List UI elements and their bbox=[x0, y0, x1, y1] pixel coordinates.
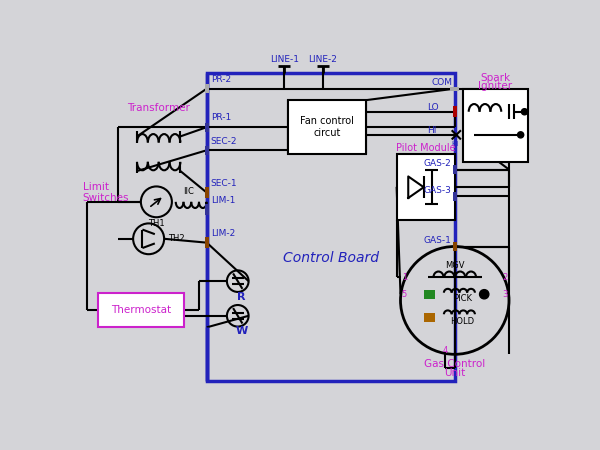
Bar bbox=[424, 290, 434, 299]
Bar bbox=[397, 154, 455, 220]
Circle shape bbox=[521, 108, 527, 115]
Bar bbox=[205, 237, 209, 248]
Text: Spark: Spark bbox=[481, 73, 511, 83]
Text: GAS-1: GAS-1 bbox=[424, 236, 452, 245]
Text: Unit: Unit bbox=[444, 368, 466, 378]
Text: HOLD: HOLD bbox=[451, 317, 475, 326]
Text: IIC: IIC bbox=[184, 187, 194, 196]
Text: LO: LO bbox=[428, 103, 439, 112]
Text: 5: 5 bbox=[402, 290, 407, 299]
Text: R: R bbox=[238, 292, 246, 302]
Text: 2: 2 bbox=[503, 273, 508, 282]
Bar bbox=[207, 73, 455, 381]
Text: SEC-2: SEC-2 bbox=[211, 136, 237, 145]
Text: 4: 4 bbox=[443, 346, 448, 355]
Bar bbox=[205, 122, 209, 132]
Text: 1: 1 bbox=[402, 273, 407, 282]
Text: COM: COM bbox=[431, 78, 452, 87]
Circle shape bbox=[518, 132, 524, 138]
Bar bbox=[453, 106, 457, 117]
Text: circut: circut bbox=[313, 128, 341, 138]
Text: PR-2: PR-2 bbox=[211, 75, 231, 84]
Bar bbox=[98, 292, 184, 327]
Bar bbox=[450, 87, 460, 90]
Text: SEC-1: SEC-1 bbox=[211, 179, 237, 188]
Bar bbox=[288, 100, 365, 154]
Bar bbox=[205, 204, 209, 215]
Text: Pilot Module: Pilot Module bbox=[396, 143, 455, 153]
Text: TH2: TH2 bbox=[168, 234, 185, 243]
Text: Control Board: Control Board bbox=[283, 251, 379, 265]
Text: PR-1: PR-1 bbox=[211, 113, 231, 122]
Text: Fan control: Fan control bbox=[300, 116, 354, 126]
Bar bbox=[453, 242, 457, 251]
Text: GAS-2: GAS-2 bbox=[424, 159, 452, 168]
Text: LINE-2: LINE-2 bbox=[308, 55, 337, 64]
Text: HI: HI bbox=[451, 141, 458, 147]
Bar bbox=[453, 165, 457, 174]
Bar bbox=[453, 192, 457, 201]
Text: Igniter: Igniter bbox=[478, 81, 512, 90]
Bar bbox=[424, 313, 434, 322]
Text: LINE-1: LINE-1 bbox=[270, 55, 299, 64]
Text: W: W bbox=[235, 326, 248, 336]
Text: LIM-2: LIM-2 bbox=[211, 229, 235, 238]
Bar bbox=[205, 84, 209, 93]
Text: Gas Control: Gas Control bbox=[424, 359, 485, 369]
Text: PICK: PICK bbox=[453, 293, 472, 302]
Text: MGV: MGV bbox=[445, 261, 464, 270]
Bar bbox=[205, 146, 209, 155]
Text: 3: 3 bbox=[502, 290, 508, 299]
Bar bbox=[463, 89, 529, 162]
Text: Thermostat: Thermostat bbox=[111, 305, 171, 315]
Circle shape bbox=[479, 290, 489, 299]
Text: Transformer: Transformer bbox=[127, 103, 190, 113]
Text: HI: HI bbox=[428, 126, 437, 135]
Text: TH1: TH1 bbox=[148, 219, 164, 228]
Text: LIM-1: LIM-1 bbox=[211, 196, 235, 205]
Bar bbox=[205, 187, 209, 198]
Text: Limit
Switches: Limit Switches bbox=[83, 182, 129, 203]
Text: GAS-3: GAS-3 bbox=[424, 186, 452, 195]
